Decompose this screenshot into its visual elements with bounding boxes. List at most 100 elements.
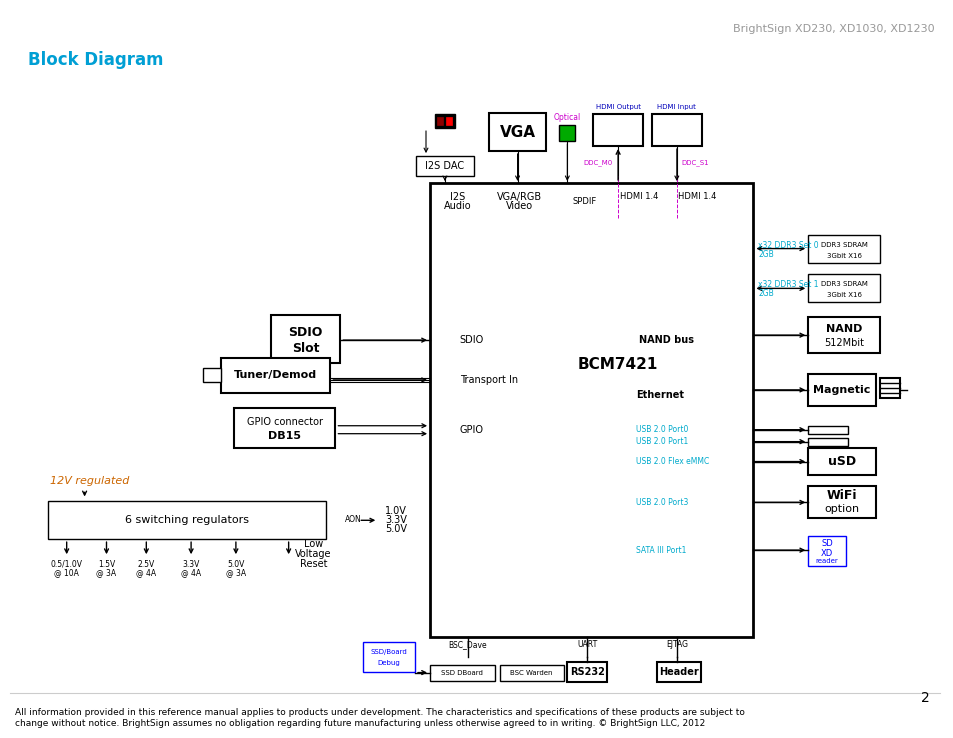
Bar [430,183,753,637]
Text: @ 10A: @ 10A [54,568,79,578]
Text: Low: Low [304,539,323,549]
Text: USB 2.0 Port3: USB 2.0 Port3 [636,498,688,507]
Text: BrightSign XD230, XD1030, XD1230: BrightSign XD230, XD1030, XD1230 [732,24,934,34]
Bar [807,426,847,434]
Text: Transport In: Transport In [459,375,517,385]
Text: All information provided in this reference manual applies to products under deve: All information provided in this referen… [15,708,744,728]
Text: 3.3V: 3.3V [182,559,199,568]
Text: NAND bus: NAND bus [639,335,693,345]
Text: Audio: Audio [443,201,471,211]
Text: AON: AON [345,515,361,524]
Text: GPIO: GPIO [459,424,483,435]
Text: x32 DDR3 Set 0: x32 DDR3 Set 0 [758,241,819,250]
Bar [233,408,335,448]
Text: DB15: DB15 [268,431,301,441]
Text: Magnetic: Magnetic [813,385,870,395]
Text: 2.5V: 2.5V [137,559,154,568]
Text: I2S: I2S [450,192,465,201]
Text: DDR3 SDRAM: DDR3 SDRAM [820,281,866,287]
Bar [657,662,700,681]
Text: 5.0V: 5.0V [227,559,244,568]
Bar [430,665,495,680]
Text: HDMI 1.4: HDMI 1.4 [619,193,658,201]
Text: NAND: NAND [825,324,862,334]
Text: Ethernet: Ethernet [636,390,683,400]
Text: Header: Header [659,666,698,677]
Bar [879,378,899,398]
Bar [567,662,606,681]
Text: SD: SD [821,539,832,548]
Text: VGA: VGA [499,125,535,139]
Bar [807,486,875,518]
Bar [416,156,474,176]
Text: VGA/RGB: VGA/RGB [497,192,541,201]
Text: DDR3 SDRAM: DDR3 SDRAM [820,241,866,247]
Text: @ 3A: @ 3A [96,568,116,578]
Bar [807,537,845,566]
Text: BCM7421: BCM7421 [577,357,658,372]
Bar [203,368,221,382]
Text: @ 4A: @ 4A [136,568,156,578]
Text: BSC Warden: BSC Warden [510,669,552,675]
Bar [807,317,879,353]
Bar [48,501,326,539]
Text: Reset: Reset [299,559,327,569]
Text: 12V regulated: 12V regulated [50,477,129,486]
Text: SPDIF: SPDIF [572,197,596,207]
Text: HDMI Input: HDMI Input [657,104,696,110]
Text: option: option [823,504,859,514]
Text: SATA III Port1: SATA III Port1 [636,545,685,555]
Text: SDIO: SDIO [459,335,483,345]
Bar [445,117,452,125]
Text: WiFi: WiFi [826,489,857,502]
Bar [488,113,546,151]
Text: Tuner/Demod: Tuner/Demod [233,370,317,380]
Text: Voltage: Voltage [295,549,332,559]
Text: UART: UART [577,640,597,649]
Text: 1.5V: 1.5V [98,559,115,568]
Text: USB 2.0 Flex eMMC: USB 2.0 Flex eMMC [636,457,708,466]
Text: XD: XD [821,548,832,558]
Text: Debug: Debug [377,660,400,666]
Text: 3.3V: 3.3V [385,515,407,525]
Text: SDIO: SDIO [288,325,322,339]
Bar [499,665,564,680]
Text: BSC_Dave: BSC_Dave [448,640,487,649]
Text: RS232: RS232 [569,666,604,677]
Text: 2GB: 2GB [758,289,774,298]
Text: GPIO connector: GPIO connector [247,417,322,427]
Text: I2S DAC: I2S DAC [425,161,464,171]
Text: 6 switching regulators: 6 switching regulators [125,515,249,525]
Bar [807,275,879,303]
Text: SSD DBoard: SSD DBoard [440,669,482,675]
Text: HDMI Output: HDMI Output [595,104,639,110]
Bar [221,358,330,393]
Text: reader: reader [815,558,838,564]
Text: 3Gbit X16: 3Gbit X16 [825,292,861,298]
Text: 0.5/1.0V: 0.5/1.0V [51,559,83,568]
Bar [271,315,340,363]
Text: Video: Video [505,201,533,211]
Bar [651,114,701,146]
Bar [807,235,879,263]
Text: 512Mbit: 512Mbit [823,338,863,348]
Bar [436,117,442,125]
Text: Optical: Optical [553,113,580,122]
Bar [807,374,875,406]
Text: @ 3A: @ 3A [226,568,246,578]
Text: 5.0V: 5.0V [385,524,407,534]
Text: 3Gbit X16: 3Gbit X16 [825,252,861,258]
Bar [363,642,415,672]
Text: EJTAG: EJTAG [665,640,687,649]
Bar [807,448,875,475]
Text: SSD/Board: SSD/Board [371,649,407,655]
Text: Slot: Slot [292,342,319,354]
Bar [558,125,575,141]
Text: DDC_M0: DDC_M0 [583,159,612,166]
Bar [593,114,642,146]
Text: 1.0V: 1.0V [385,506,407,517]
Text: USB 2.0 Port0: USB 2.0 Port0 [636,425,688,434]
Bar [807,438,847,446]
Text: 2GB: 2GB [758,250,774,259]
Text: Block Diagram: Block Diagram [28,52,163,69]
